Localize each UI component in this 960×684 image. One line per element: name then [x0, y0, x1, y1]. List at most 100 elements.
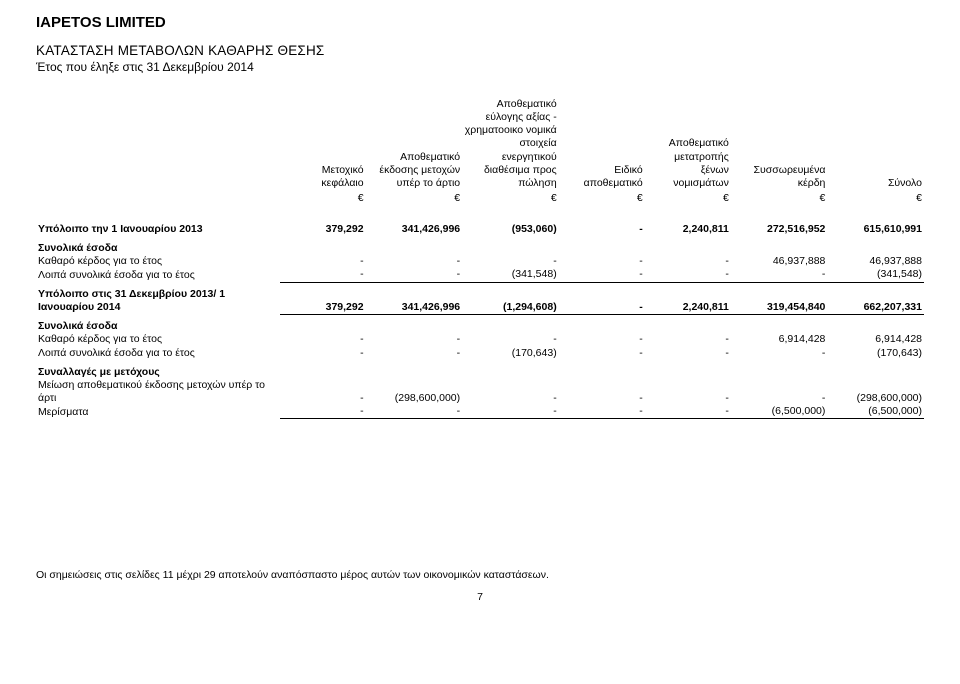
cell: 662,207,331	[827, 282, 924, 314]
section-label: Συναλλαγές με μετόχους	[36, 360, 280, 379]
cell: -	[559, 255, 645, 268]
currency-row: € € € € € € €	[36, 190, 924, 205]
cell: -	[280, 405, 366, 419]
cell: (953,060)	[462, 217, 559, 236]
cell: -	[366, 268, 463, 282]
page-number: 7	[36, 591, 924, 603]
cell: 272,516,952	[731, 217, 828, 236]
cell: -	[366, 255, 463, 268]
row-label: Υπόλοιπο στις 31 Δεκεμβρίου 2013/ 1 Ιανο…	[36, 282, 280, 314]
cell: (1,294,608)	[462, 282, 559, 314]
cell: (6,500,000)	[827, 405, 924, 419]
row-profit-2013: Καθαρό κέρδος για το έτος - - - - - 46,9…	[36, 255, 924, 268]
cell: 2,240,811	[645, 282, 731, 314]
section-label: Συνολικά έσοδα	[36, 236, 280, 255]
row-label: Καθαρό κέρδος για το έτος	[36, 255, 280, 268]
cell: 379,292	[280, 282, 366, 314]
col-share-premium: Αποθεματικό έκδοσης μετοχών υπέρ το άρτι…	[366, 98, 463, 190]
cell: -	[559, 347, 645, 360]
section-header: Συνολικά έσοδα	[36, 314, 924, 333]
cell: -	[559, 282, 645, 314]
row-label: Υπόλοιπο την 1 Ιανουαρίου 2013	[36, 217, 280, 236]
cell: 6,914,428	[731, 333, 828, 346]
cell: -	[731, 379, 828, 405]
cell: -	[366, 405, 463, 419]
currency-symbol: €	[645, 190, 731, 205]
row-label: Καθαρό κέρδος για το έτος	[36, 333, 280, 346]
cell: -	[559, 405, 645, 419]
footnote: Οι σημειώσεις στις σελίδες 11 μέχρι 29 α…	[36, 569, 924, 581]
cell: 6,914,428	[827, 333, 924, 346]
row-label: Μερίσματα	[36, 405, 280, 419]
cell: -	[645, 333, 731, 346]
col-special-reserve: Ειδικό αποθεματικό	[559, 98, 645, 190]
statement-subtitle: Έτος που έληξε στις 31 Δεκεμβρίου 2014	[36, 60, 924, 74]
row-label: Μείωση αποθεματικού έκδοσης μετοχών υπέρ…	[36, 379, 280, 405]
cell: -	[645, 405, 731, 419]
row-reduce-premium: Μείωση αποθεματικού έκδοσης μετοχών υπέρ…	[36, 379, 924, 405]
balance-2013-open: Υπόλοιπο την 1 Ιανουαρίου 2013 379,292 3…	[36, 217, 924, 236]
cell: 2,240,811	[645, 217, 731, 236]
cell: (298,600,000)	[827, 379, 924, 405]
section-header: Συνολικά έσοδα	[36, 236, 924, 255]
currency-symbol: €	[559, 190, 645, 205]
cell: -	[462, 379, 559, 405]
cell: -	[559, 333, 645, 346]
currency-symbol: €	[280, 190, 366, 205]
cell: -	[462, 255, 559, 268]
cell: 319,454,840	[731, 282, 828, 314]
table-header-row: Μετοχικό κεφάλαιο Αποθεματικό έκδοσης με…	[36, 98, 924, 190]
cell: -	[731, 347, 828, 360]
col-fair-value-reserve: Αποθεματικό εύλογης αξίας - χρηματοοικο …	[462, 98, 559, 190]
balance-2014-open: Υπόλοιπο στις 31 Δεκεμβρίου 2013/ 1 Ιανο…	[36, 282, 924, 314]
currency-symbol: €	[462, 190, 559, 205]
col-total: Σύνολο	[827, 98, 924, 190]
cell: -	[366, 347, 463, 360]
currency-symbol: €	[827, 190, 924, 205]
currency-symbol: €	[731, 190, 828, 205]
col-retained-earnings: Συσσωρευμένα κέρδη	[731, 98, 828, 190]
cell: (341,548)	[462, 268, 559, 282]
section-label: Συνολικά έσοδα	[36, 314, 280, 333]
cell: 341,426,996	[366, 217, 463, 236]
row-label: Λοιπά συνολικά έσοδα για το έτος	[36, 268, 280, 282]
statement-title: ΚΑΤΑΣΤΑΣΗ ΜΕΤΑΒΟΛΩΝ ΚΑΘΑΡΗΣ ΘΕΣΗΣ	[36, 43, 924, 58]
cell: (6,500,000)	[731, 405, 828, 419]
currency-symbol: €	[366, 190, 463, 205]
cell: -	[645, 379, 731, 405]
row-profit-2014: Καθαρό κέρδος για το έτος - - - - - 6,91…	[36, 333, 924, 346]
equity-table: Μετοχικό κεφάλαιο Αποθεματικό έκδοσης με…	[36, 98, 924, 419]
cell: (170,643)	[462, 347, 559, 360]
section-header: Συναλλαγές με μετόχους	[36, 360, 924, 379]
cell: -	[645, 255, 731, 268]
cell: (341,548)	[827, 268, 924, 282]
row-oci-2013: Λοιπά συνολικά έσοδα για το έτος - - (34…	[36, 268, 924, 282]
cell: (298,600,000)	[366, 379, 463, 405]
cell: (170,643)	[827, 347, 924, 360]
cell: -	[462, 405, 559, 419]
cell: -	[731, 268, 828, 282]
cell: 379,292	[280, 217, 366, 236]
cell: 46,937,888	[827, 255, 924, 268]
cell: -	[280, 379, 366, 405]
cell: 46,937,888	[731, 255, 828, 268]
cell: 615,610,991	[827, 217, 924, 236]
col-fx-reserve: Αποθεματικό μετατροπής ξένων νομισμάτων	[645, 98, 731, 190]
cell: -	[366, 333, 463, 346]
cell: -	[559, 379, 645, 405]
row-dividends: Μερίσματα - - - - - (6,500,000) (6,500,0…	[36, 405, 924, 419]
cell: -	[280, 333, 366, 346]
company-name: IAPETOS LIMITED	[36, 14, 924, 31]
row-oci-2014: Λοιπά συνολικά έσοδα για το έτος - - (17…	[36, 347, 924, 360]
cell: -	[280, 255, 366, 268]
cell: -	[645, 268, 731, 282]
col-share-capital: Μετοχικό κεφάλαιο	[280, 98, 366, 190]
cell: -	[280, 347, 366, 360]
cell: -	[280, 268, 366, 282]
cell: -	[645, 347, 731, 360]
cell: -	[462, 333, 559, 346]
row-label: Λοιπά συνολικά έσοδα για το έτος	[36, 347, 280, 360]
cell: -	[559, 268, 645, 282]
cell: 341,426,996	[366, 282, 463, 314]
cell: -	[559, 217, 645, 236]
